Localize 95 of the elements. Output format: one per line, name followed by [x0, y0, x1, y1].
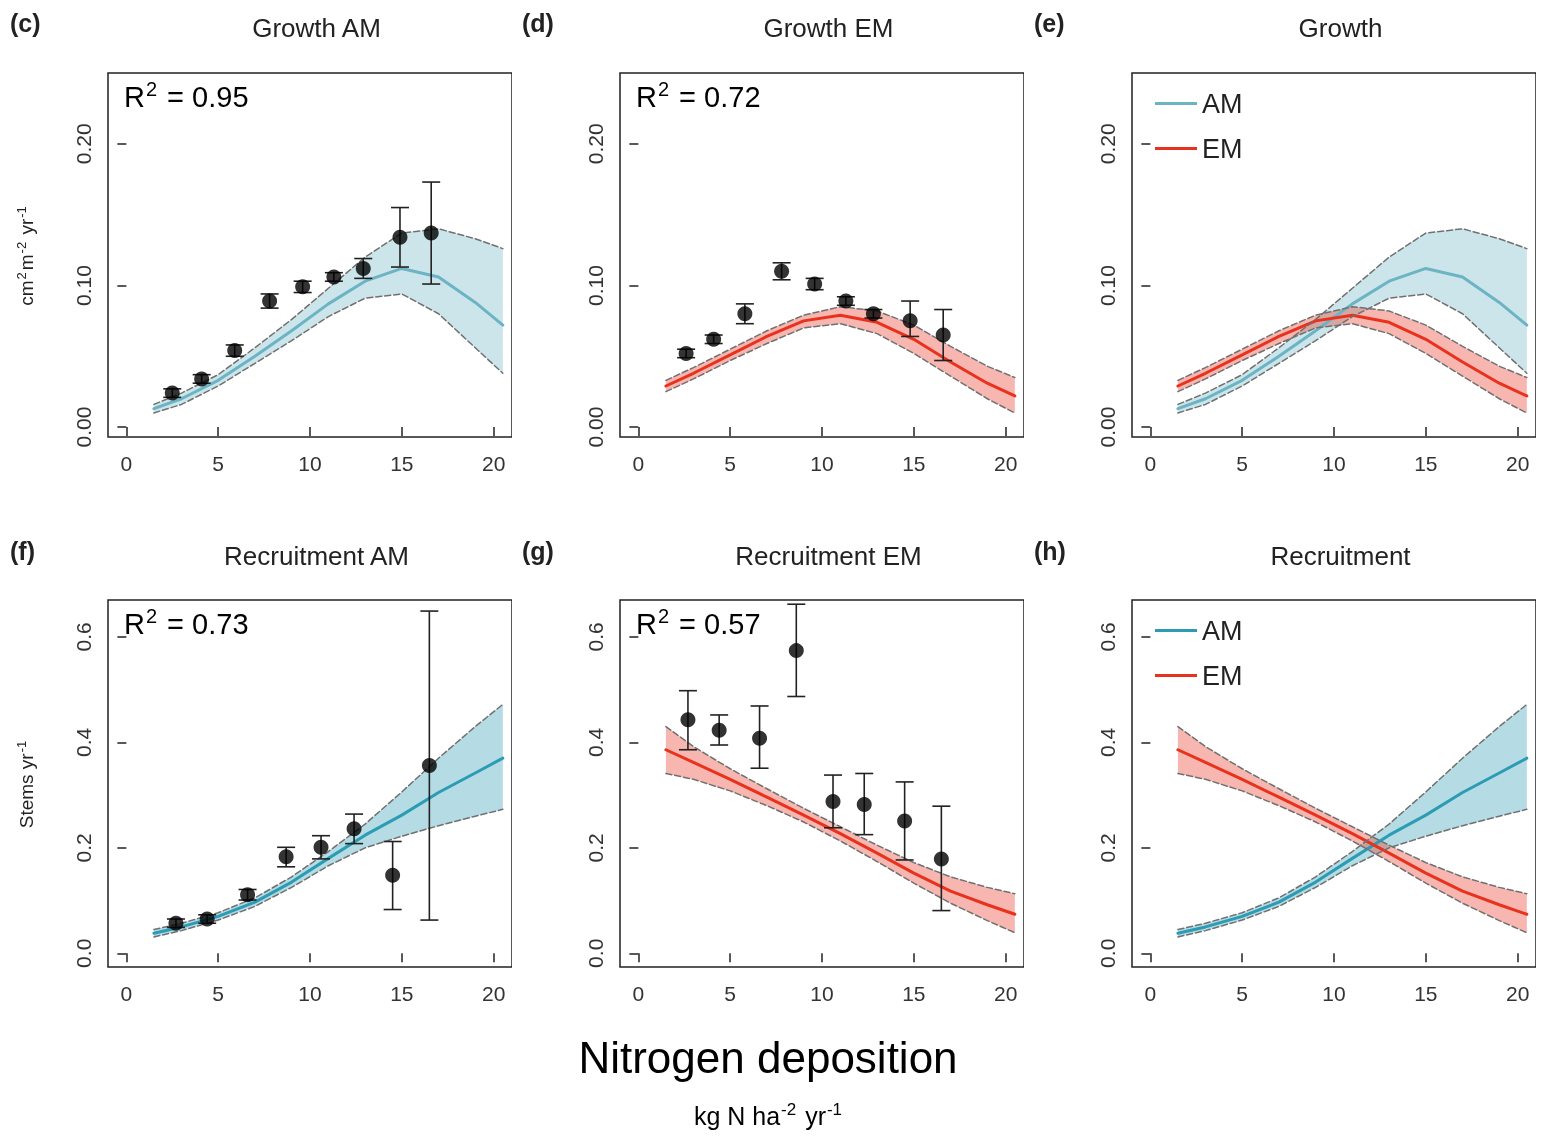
x-tick-label: 10	[298, 982, 322, 1005]
y-tick-label: 0.2	[1096, 833, 1119, 863]
y-tick-label: 0.00	[584, 406, 607, 448]
x-tick-label: 20	[993, 452, 1018, 475]
x-tick-label: 0	[632, 452, 645, 475]
line-series	[152, 756, 505, 935]
y-tick-label: 0.10	[584, 265, 607, 306]
x-tick-label: 5	[724, 982, 737, 1005]
y-tick-label: 0.6	[72, 622, 95, 652]
x-tick-label: 10	[1322, 452, 1346, 475]
y-tick-label: 0.20	[1096, 123, 1119, 165]
x-tick-label: 15	[390, 982, 414, 1005]
y-tick-label: 0.20	[584, 123, 607, 165]
chart-title: Recruitment EM	[735, 541, 922, 571]
line-series	[1176, 313, 1529, 398]
chart-title: Recruitment AM	[224, 541, 409, 571]
x-tick-label: 10	[810, 452, 834, 475]
point	[856, 797, 872, 813]
x-tick-label: 0	[120, 452, 133, 475]
y-tick-label: 0.0	[584, 938, 607, 968]
y-tick-label: 0.00	[72, 406, 95, 448]
x-tick-label: 10	[298, 452, 322, 475]
x-tick-label: 0	[120, 982, 133, 1005]
legend-label: AM	[1202, 88, 1243, 119]
legend-label: EM	[1202, 660, 1243, 691]
y-tick-label: 0.2	[584, 833, 607, 863]
x-tick-label: 5	[1236, 982, 1249, 1005]
text: (d)	[522, 8, 554, 37]
y-tick-label: 0.10	[72, 265, 95, 306]
x-tick-label: 0	[632, 982, 645, 1005]
point	[421, 758, 437, 774]
x-tick-label: 5	[1236, 452, 1249, 475]
y-tick-label: 0.4	[584, 727, 607, 757]
x-tick-label: 20	[1505, 452, 1530, 475]
y-tick-label: 0.20	[72, 123, 95, 165]
text: (g)	[522, 536, 554, 565]
x-tick-label: 15	[390, 452, 414, 475]
y-tick-label: 0.00	[1096, 406, 1119, 448]
point	[680, 712, 696, 728]
point	[788, 643, 804, 659]
point	[902, 313, 918, 329]
y-axis-title: cm2m-2 yr-1	[14, 206, 37, 306]
y-axis-title: Stems yr-1	[14, 740, 37, 829]
point	[313, 839, 329, 855]
y-tick-label: 0.10	[1096, 265, 1119, 306]
line-series	[152, 266, 505, 411]
x-tick-label: 20	[993, 982, 1018, 1005]
x-tick-label: 5	[724, 452, 737, 475]
point	[392, 229, 408, 245]
y-tick-label: 0.2	[72, 833, 95, 863]
chart-title: Growth EM	[763, 13, 894, 43]
line-series	[1176, 266, 1529, 411]
x-tick-label: 5	[212, 452, 225, 475]
x-tick-label: 15	[902, 452, 926, 475]
x-tick-label: 15	[1414, 982, 1438, 1005]
x-tick-label: 15	[902, 982, 926, 1005]
point	[935, 327, 951, 343]
x-tick-label: 0	[1144, 982, 1157, 1005]
x-tick-label: 20	[1505, 982, 1530, 1005]
text: (e)	[1034, 8, 1065, 37]
line-series	[153, 808, 504, 938]
line-series	[665, 725, 1016, 895]
text: (c)	[10, 8, 41, 37]
x-tick-label: 10	[810, 982, 834, 1005]
text: (f)	[10, 536, 35, 565]
point	[346, 821, 362, 837]
point	[897, 813, 913, 829]
chart-title: Growth AM	[252, 13, 381, 43]
y-tick-label: 0.6	[1096, 622, 1119, 652]
x-tick-label: 20	[481, 982, 506, 1005]
x-tick-label: 5	[212, 982, 225, 1005]
y-tick-label: 0.0	[72, 938, 95, 968]
point	[825, 793, 841, 809]
line-series	[665, 772, 1016, 934]
y-tick-label: 0.4	[1096, 727, 1119, 757]
chart-title: Recruitment	[1270, 541, 1412, 571]
chart-title: Growth	[1298, 13, 1383, 43]
point	[933, 851, 949, 867]
y-tick-label: 0.6	[584, 622, 607, 652]
legend-label: AM	[1202, 615, 1243, 646]
x-tick-label: 0	[1144, 452, 1157, 475]
line-series	[664, 748, 1017, 916]
x-tick-label: 10	[1322, 982, 1346, 1005]
x-tick-label: 20	[481, 452, 506, 475]
x-tick-label: 15	[1414, 452, 1438, 475]
y-tick-label: 0.4	[72, 727, 95, 757]
legend-label: EM	[1202, 133, 1243, 164]
point	[423, 225, 439, 241]
line-series	[153, 293, 504, 414]
point	[752, 730, 768, 746]
y-tick-label: 0.0	[1096, 938, 1119, 968]
point	[385, 867, 401, 883]
point	[711, 722, 727, 738]
line-series	[665, 322, 1016, 414]
text: (h)	[1034, 536, 1066, 565]
